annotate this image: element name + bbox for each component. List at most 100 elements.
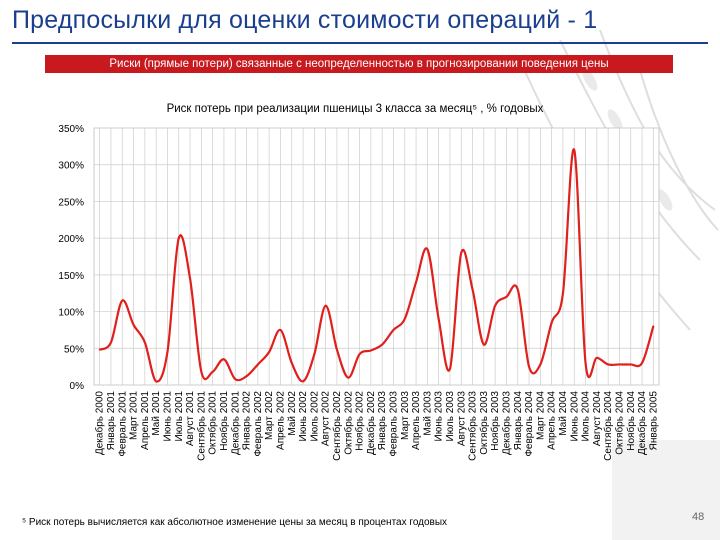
x-tick-label: Март 2002 <box>264 391 275 440</box>
x-tick-label: Ноябрь 2003 <box>489 391 501 451</box>
data-point <box>494 304 497 307</box>
data-point <box>437 318 440 320</box>
x-tick-label: Июль 2001 <box>174 391 185 442</box>
x-tick-label: Май 2002 <box>287 391 298 436</box>
slide-title: Предпосылки для оценки стоимости операци… <box>12 6 598 34</box>
x-tick-label: Август 2003 <box>456 391 467 447</box>
x-tick-label: Декабрь 2003 <box>500 391 512 455</box>
x-tick-label: Ноябрь 2002 <box>354 391 366 451</box>
x-tick-label: Апрель 2002 <box>275 391 286 450</box>
title-underline <box>12 42 708 44</box>
data-point <box>460 251 463 254</box>
x-tick-label: Октябрь 2001 <box>207 391 219 455</box>
x-tick-label: Ноябрь 2001 <box>218 391 230 451</box>
y-tick-label: 200% <box>58 234 84 245</box>
data-point <box>595 356 598 359</box>
x-tick-label: Ноябрь 2004 <box>625 391 637 451</box>
grid <box>94 127 659 386</box>
y-tick-label: 100% <box>58 308 84 319</box>
x-tick-label: Март 2003 <box>400 391 411 440</box>
data-point <box>392 329 395 331</box>
page-number: 48 <box>692 511 705 523</box>
x-tick-label: Июль 2002 <box>309 391 320 442</box>
x-tick-label: Октябрь 2002 <box>342 391 354 455</box>
data-point <box>607 363 610 366</box>
y-tick-label: 250% <box>58 197 84 208</box>
x-tick-label: Июнь 2001 <box>162 391 173 442</box>
data-point <box>313 353 316 356</box>
data-point <box>189 277 191 280</box>
x-tick-label: Октябрь 2003 <box>478 391 490 455</box>
y-tick-label: 350% <box>58 124 84 135</box>
x-tick-label: Январь 2005 <box>648 391 659 451</box>
x-axis-ticks: Декабрь 2000 Январь 2001 Февраль 2001 Март … <box>94 391 660 461</box>
series-layer <box>98 148 655 383</box>
data-point <box>618 363 621 366</box>
data-point <box>234 378 237 381</box>
data-point <box>347 376 350 379</box>
data-point <box>256 363 259 366</box>
x-tick-label: Март 2004 <box>535 391 546 440</box>
data-point <box>358 353 361 356</box>
x-tick-label: Май 2001 <box>151 391 162 436</box>
data-point <box>132 323 135 326</box>
x-tick-label: Июнь 2002 <box>298 391 309 442</box>
x-tick-label: Апрель 2003 <box>411 391 422 450</box>
data-point <box>223 358 225 361</box>
data-point <box>211 370 214 373</box>
data-point <box>471 288 474 291</box>
x-tick-label: Сентябрь 2001 <box>195 391 207 461</box>
data-point <box>200 370 203 373</box>
data-point <box>426 248 429 251</box>
data-point <box>155 380 158 383</box>
x-tick-label: Сентябрь 2003 <box>467 391 479 461</box>
x-tick-label: Февраль 2004 <box>524 391 535 457</box>
x-tick-label: Февраль 2003 <box>388 391 399 457</box>
data-point <box>381 343 384 346</box>
x-tick-label: Сентябрь 2004 <box>602 391 614 461</box>
x-tick-label: Февраль 2001 <box>117 391 128 457</box>
x-tick-label: Июнь 2004 <box>569 391 580 442</box>
data-point <box>629 363 632 366</box>
data-point <box>550 321 553 324</box>
x-tick-label: Май 2004 <box>558 391 569 436</box>
x-tick-label: Июль 2004 <box>581 391 592 442</box>
data-point <box>166 351 169 353</box>
x-tick-label: Январь 2002 <box>242 391 253 451</box>
data-point <box>98 348 101 351</box>
chart-title: Риск потерь при реализации пшеницы 3 кла… <box>167 103 544 115</box>
data-point <box>562 292 564 295</box>
data-point <box>110 341 112 344</box>
y-tick-label: 50% <box>64 344 84 355</box>
x-tick-label: Январь 2001 <box>106 391 117 451</box>
footnote: ⁵ Риск потерь вычисляется как абсолютное… <box>22 517 448 528</box>
data-point <box>177 237 180 240</box>
data-point <box>121 299 124 302</box>
data-point <box>539 363 542 366</box>
x-tick-label: Апрель 2001 <box>140 391 151 450</box>
data-point <box>641 362 643 364</box>
data-point <box>279 329 282 331</box>
x-tick-label: Июль 2003 <box>445 391 456 442</box>
series-line <box>99 148 655 383</box>
data-point <box>505 295 508 298</box>
data-point <box>403 318 406 320</box>
data-point <box>528 365 530 368</box>
data-point <box>369 349 372 352</box>
data-point <box>268 351 271 353</box>
x-tick-label: Октябрь 2004 <box>613 391 625 455</box>
data-point <box>336 348 338 351</box>
y-tick-label: 150% <box>58 271 84 282</box>
data-point <box>324 304 327 307</box>
y-tick-label: 300% <box>58 161 84 172</box>
data-point <box>584 362 587 364</box>
x-tick-label: Декабрь 2000 <box>94 391 106 455</box>
data-point <box>449 367 451 370</box>
x-tick-label: Февраль 2002 <box>253 391 264 457</box>
data-point <box>482 343 485 346</box>
subtitle-banner: Риски (прямые потери) связанные с неопре… <box>45 55 673 73</box>
x-tick-label: Июнь 2003 <box>434 391 445 442</box>
data-point <box>652 325 655 328</box>
y-tick-label: 0% <box>70 381 85 392</box>
